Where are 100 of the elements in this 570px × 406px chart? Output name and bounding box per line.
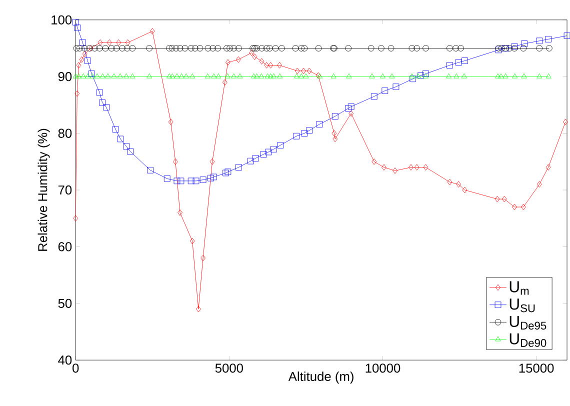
legend-label: U$_{SU}$ bbox=[510, 298, 535, 312]
point bbox=[520, 204, 526, 210]
y-tick-label: 40 bbox=[58, 356, 72, 365]
point bbox=[236, 56, 241, 63]
point bbox=[332, 113, 338, 120]
x-tick-label: 5000 bbox=[215, 364, 244, 373]
point bbox=[72, 73, 78, 78]
point bbox=[502, 196, 507, 202]
point bbox=[248, 158, 254, 164]
point bbox=[168, 45, 176, 52]
point bbox=[277, 142, 284, 148]
point bbox=[106, 39, 112, 46]
point bbox=[170, 73, 176, 78]
point bbox=[188, 45, 194, 52]
point bbox=[264, 73, 270, 78]
point bbox=[79, 56, 84, 63]
point bbox=[495, 73, 501, 78]
point bbox=[536, 38, 543, 44]
point bbox=[236, 45, 242, 52]
point bbox=[298, 45, 305, 52]
point bbox=[306, 127, 313, 134]
point bbox=[88, 45, 94, 52]
point bbox=[190, 238, 195, 244]
point bbox=[546, 45, 552, 52]
point bbox=[173, 158, 178, 165]
x-tick-label: 0 bbox=[72, 364, 79, 373]
point bbox=[454, 73, 460, 78]
point bbox=[370, 93, 378, 100]
point bbox=[164, 176, 170, 182]
point bbox=[85, 73, 91, 78]
point bbox=[90, 73, 96, 78]
point bbox=[99, 100, 106, 106]
y-tick-label: 60 bbox=[58, 242, 72, 252]
point bbox=[172, 45, 180, 52]
point bbox=[127, 148, 134, 155]
point bbox=[230, 45, 237, 52]
point bbox=[521, 73, 527, 78]
point bbox=[147, 167, 154, 174]
point bbox=[123, 143, 130, 150]
point bbox=[76, 73, 82, 78]
x-tick-label: 15000 bbox=[519, 364, 554, 373]
point bbox=[536, 181, 542, 188]
point bbox=[108, 45, 115, 52]
point bbox=[117, 136, 124, 142]
point bbox=[270, 73, 276, 78]
point bbox=[303, 73, 309, 78]
point bbox=[268, 73, 274, 78]
point bbox=[119, 45, 126, 52]
point bbox=[268, 62, 274, 68]
point bbox=[84, 58, 91, 64]
y-tick-label: 90 bbox=[58, 72, 72, 82]
point bbox=[174, 73, 180, 78]
x-axis-title: Altitude (m) bbox=[288, 372, 354, 384]
point bbox=[105, 73, 111, 78]
point bbox=[125, 39, 130, 46]
point bbox=[462, 186, 468, 194]
point bbox=[226, 59, 230, 66]
point bbox=[210, 158, 215, 165]
point bbox=[74, 90, 80, 97]
point bbox=[252, 54, 258, 60]
point bbox=[389, 73, 395, 78]
point bbox=[76, 62, 82, 68]
point bbox=[73, 45, 80, 52]
point bbox=[251, 45, 258, 52]
point bbox=[458, 45, 464, 52]
point bbox=[192, 45, 198, 52]
point bbox=[222, 170, 229, 176]
point bbox=[301, 130, 308, 137]
point bbox=[204, 73, 210, 78]
point bbox=[250, 45, 256, 52]
point bbox=[422, 70, 429, 77]
point bbox=[260, 151, 267, 158]
point bbox=[369, 73, 375, 78]
point bbox=[200, 254, 206, 262]
point bbox=[392, 168, 398, 174]
point bbox=[388, 45, 394, 52]
point bbox=[263, 45, 270, 52]
point bbox=[545, 36, 552, 42]
point bbox=[252, 155, 259, 162]
point bbox=[166, 45, 172, 52]
point bbox=[456, 181, 462, 188]
point bbox=[462, 58, 468, 64]
point bbox=[520, 45, 527, 52]
point bbox=[190, 73, 196, 78]
point bbox=[506, 45, 513, 52]
point bbox=[81, 45, 88, 52]
point bbox=[546, 164, 551, 171]
point bbox=[168, 118, 174, 126]
point bbox=[277, 73, 283, 78]
point bbox=[176, 45, 184, 52]
point bbox=[224, 73, 230, 78]
point bbox=[258, 73, 264, 78]
point bbox=[293, 133, 300, 140]
point bbox=[183, 73, 189, 78]
point bbox=[111, 73, 117, 78]
point bbox=[116, 39, 122, 46]
point bbox=[270, 146, 277, 152]
point bbox=[272, 45, 279, 52]
point bbox=[210, 45, 216, 52]
point bbox=[178, 178, 184, 184]
